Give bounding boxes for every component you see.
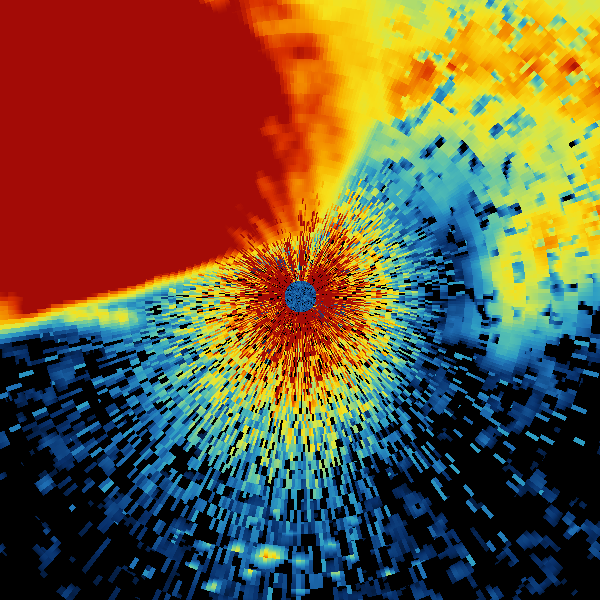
radar-display: Weather radar plan position indicator sh… [0, 0, 600, 600]
radar-reflectivity-canvas [0, 0, 600, 600]
